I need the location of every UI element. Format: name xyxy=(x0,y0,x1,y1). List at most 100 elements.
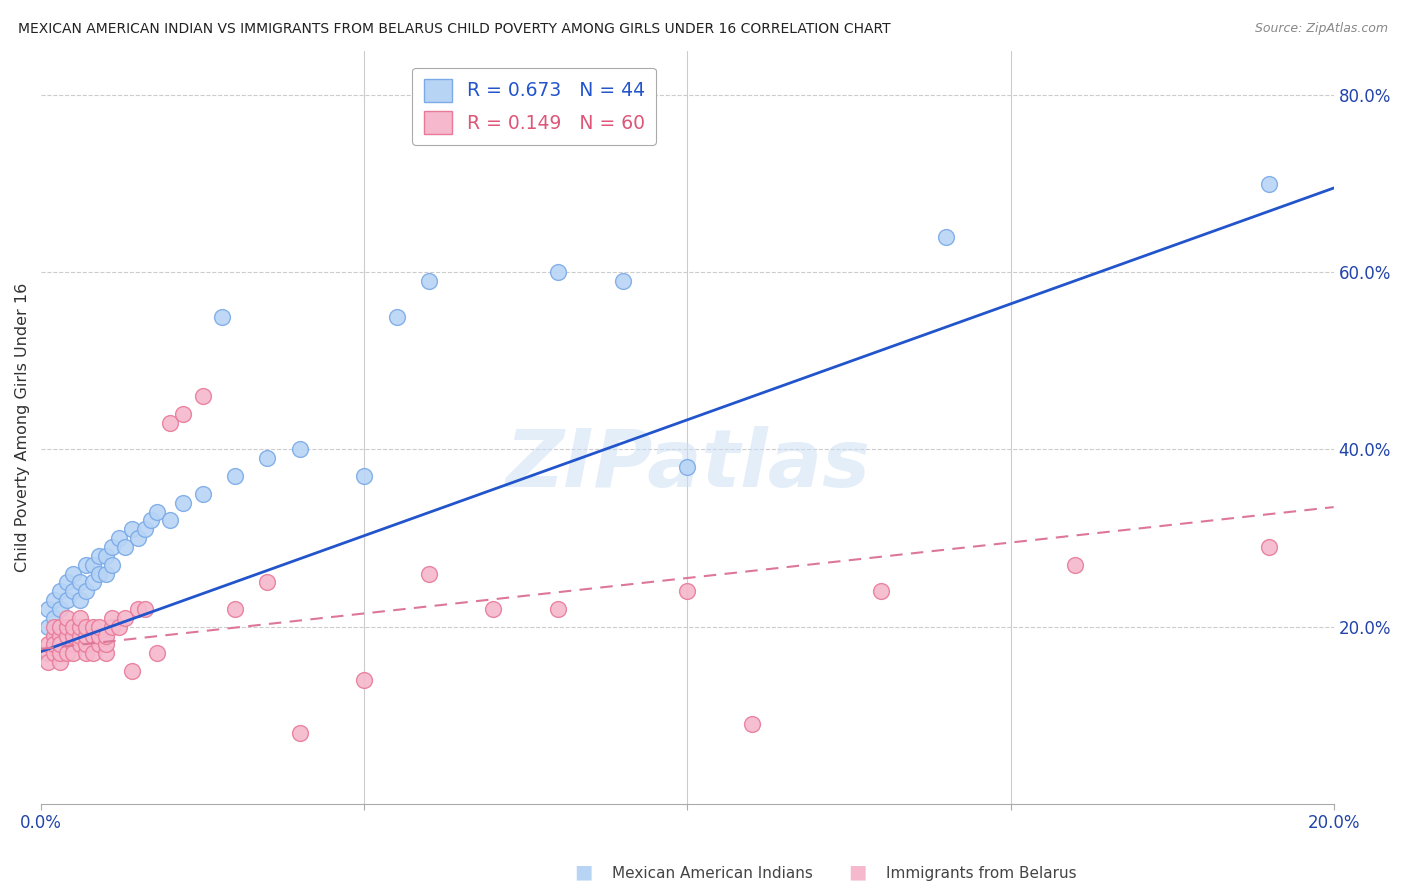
Point xyxy=(676,460,699,475)
Point xyxy=(37,620,59,634)
Point xyxy=(82,575,104,590)
Point xyxy=(191,487,214,501)
Point xyxy=(94,646,117,660)
Point xyxy=(94,637,117,651)
Point xyxy=(49,655,72,669)
Point xyxy=(37,646,59,660)
Point xyxy=(82,646,104,660)
Point xyxy=(870,584,893,599)
Point xyxy=(134,602,156,616)
Point xyxy=(114,611,136,625)
Point xyxy=(62,620,84,634)
Point xyxy=(42,593,65,607)
Point xyxy=(56,646,79,660)
Point xyxy=(82,558,104,572)
Point xyxy=(49,620,72,634)
Point xyxy=(127,531,149,545)
Point xyxy=(121,664,143,678)
Point xyxy=(547,265,569,279)
Point xyxy=(94,549,117,563)
Point xyxy=(121,522,143,536)
Point xyxy=(1258,540,1281,554)
Point xyxy=(1258,177,1281,191)
Point xyxy=(385,310,408,324)
Point xyxy=(62,566,84,581)
Point xyxy=(69,637,91,651)
Point xyxy=(107,620,129,634)
Point xyxy=(49,629,72,643)
Point xyxy=(1064,558,1087,572)
Point xyxy=(49,602,72,616)
Point xyxy=(75,646,97,660)
Point xyxy=(82,629,104,643)
Point xyxy=(353,469,375,483)
Point xyxy=(69,629,91,643)
Point xyxy=(62,584,84,599)
Point xyxy=(288,726,311,740)
Point xyxy=(146,504,169,518)
Point xyxy=(49,646,72,660)
Point xyxy=(159,416,181,430)
Point xyxy=(62,646,84,660)
Point xyxy=(146,646,169,660)
Point xyxy=(42,637,65,651)
Point xyxy=(49,637,72,651)
Point xyxy=(62,637,84,651)
Point xyxy=(37,637,59,651)
Point xyxy=(56,611,79,625)
Point xyxy=(82,620,104,634)
Point xyxy=(42,629,65,643)
Point xyxy=(42,620,65,634)
Point xyxy=(288,442,311,457)
Point xyxy=(172,407,194,421)
Point xyxy=(547,602,569,616)
Y-axis label: Child Poverty Among Girls Under 16: Child Poverty Among Girls Under 16 xyxy=(15,283,30,572)
Point xyxy=(42,646,65,660)
Text: Immigrants from Belarus: Immigrants from Belarus xyxy=(886,866,1077,881)
Point xyxy=(114,540,136,554)
Text: Source: ZipAtlas.com: Source: ZipAtlas.com xyxy=(1254,22,1388,36)
Point xyxy=(69,620,91,634)
Point xyxy=(94,629,117,643)
Point xyxy=(224,602,246,616)
Point xyxy=(89,549,111,563)
Point xyxy=(224,469,246,483)
Point xyxy=(101,620,124,634)
Point xyxy=(353,673,375,687)
Point xyxy=(89,620,111,634)
Point xyxy=(69,575,91,590)
Point xyxy=(418,566,440,581)
Point xyxy=(101,540,124,554)
Point xyxy=(62,629,84,643)
Point xyxy=(56,575,79,590)
Point xyxy=(172,496,194,510)
Point xyxy=(89,629,111,643)
Text: Mexican American Indians: Mexican American Indians xyxy=(612,866,813,881)
Point xyxy=(75,620,97,634)
Point xyxy=(56,629,79,643)
Point xyxy=(75,584,97,599)
Text: MEXICAN AMERICAN INDIAN VS IMMIGRANTS FROM BELARUS CHILD POVERTY AMONG GIRLS UND: MEXICAN AMERICAN INDIAN VS IMMIGRANTS FR… xyxy=(18,22,891,37)
Point xyxy=(159,513,181,527)
Point xyxy=(676,584,699,599)
Text: ■: ■ xyxy=(574,863,593,881)
Text: ■: ■ xyxy=(848,863,868,881)
Point xyxy=(256,451,278,466)
Point xyxy=(741,717,763,731)
Point xyxy=(89,566,111,581)
Point xyxy=(49,584,72,599)
Point xyxy=(56,620,79,634)
Point xyxy=(56,593,79,607)
Point xyxy=(37,602,59,616)
Point xyxy=(42,611,65,625)
Text: ZIPatlas: ZIPatlas xyxy=(505,426,870,504)
Point xyxy=(211,310,233,324)
Point xyxy=(139,513,162,527)
Point xyxy=(75,629,97,643)
Point xyxy=(101,558,124,572)
Point xyxy=(69,593,91,607)
Point xyxy=(89,637,111,651)
Point xyxy=(482,602,505,616)
Point xyxy=(107,531,129,545)
Point xyxy=(69,611,91,625)
